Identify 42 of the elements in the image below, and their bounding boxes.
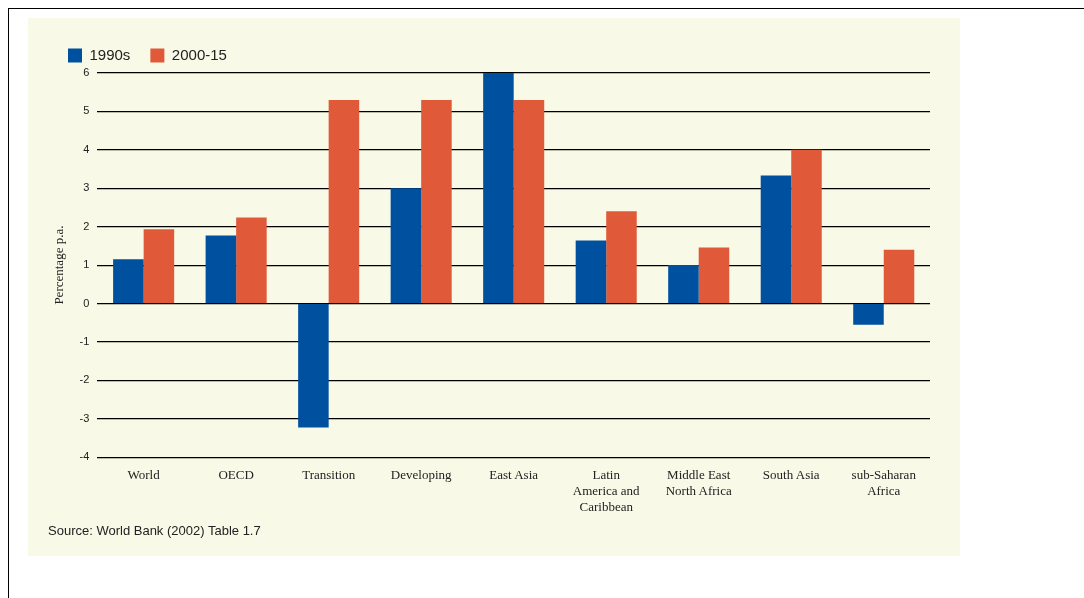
- y-tick-label: -3: [79, 411, 90, 424]
- y-tick-label: -4: [79, 450, 90, 463]
- x-tick-label: OECD: [218, 467, 254, 483]
- bar: [390, 188, 422, 303]
- y-tick-label: -2: [79, 373, 90, 386]
- bar: [513, 99, 545, 303]
- source-note: Source: World Bank (2002) Table 1.7: [48, 523, 261, 538]
- x-tick-label: Developing: [390, 467, 452, 483]
- y-tick-label: 4: [83, 142, 90, 155]
- y-tick-label: 6: [83, 66, 90, 79]
- x-tick-label: World: [127, 467, 161, 483]
- y-tick-label: 0: [83, 296, 90, 309]
- bar: [853, 304, 884, 325]
- x-tick-label: Latin America and Caribbean: [572, 467, 641, 514]
- x-tick-label: Middle East North Africa: [665, 467, 732, 499]
- bar: [236, 217, 267, 303]
- bar: [883, 249, 915, 303]
- x-tick-label: South Asia: [762, 467, 820, 483]
- y-tick-label: 2: [83, 219, 90, 232]
- bar: [205, 235, 237, 303]
- bar: [668, 265, 699, 303]
- legend-label: 1990s: [89, 45, 131, 63]
- bar: [791, 149, 822, 303]
- bar: [113, 259, 144, 303]
- bar: [298, 304, 329, 428]
- legend-label: 2000-15: [171, 45, 227, 63]
- bar: [143, 229, 175, 303]
- x-tick-label: East Asia: [489, 467, 539, 483]
- y-axis-title: Percentage p.a.: [51, 225, 67, 305]
- bar: [606, 211, 637, 303]
- bar: [760, 175, 792, 303]
- y-tick-label: 3: [83, 181, 90, 194]
- bar: [483, 73, 514, 303]
- bar: [328, 99, 360, 303]
- bar: [698, 247, 730, 303]
- y-tick-label: 5: [83, 104, 90, 117]
- y-tick-label: -1: [79, 334, 90, 347]
- y-tick-label: 1: [83, 258, 90, 271]
- bar: [575, 240, 607, 303]
- bar: [421, 99, 452, 303]
- x-tick-label: Transition: [302, 467, 356, 483]
- x-tick-label: sub-Saharan Africa: [851, 467, 917, 499]
